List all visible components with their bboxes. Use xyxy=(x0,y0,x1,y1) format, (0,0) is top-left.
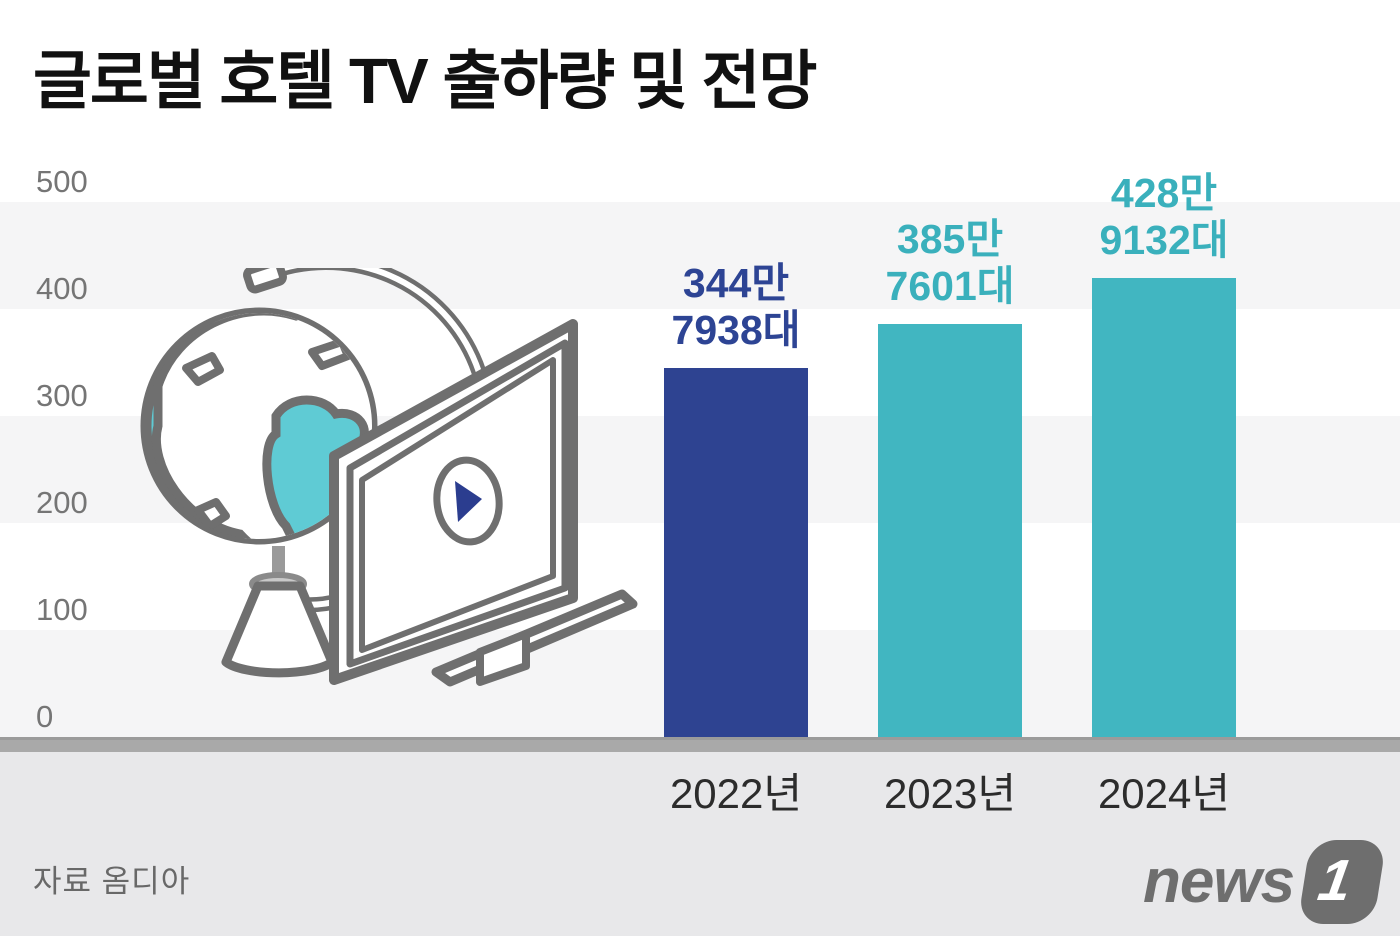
bar-value-label-2024: 428만 9132대 xyxy=(1099,170,1229,263)
y-tick-0: 0 xyxy=(36,699,54,734)
x-label-2024: 2024년 xyxy=(1097,770,1231,817)
y-tick-400: 400 xyxy=(36,271,88,306)
bar-2024: 428만 9132대 xyxy=(1092,137,1236,737)
bar-value-label-2023: 385만 7601대 xyxy=(885,216,1015,309)
news1-logo: news 1 xyxy=(1143,840,1387,924)
chart-title: 글로벌 호텔 TV 출하량 및 전망 xyxy=(33,45,817,117)
bar-rect-2024 xyxy=(1092,278,1236,737)
tv-icon xyxy=(329,319,638,687)
source-credit: 자료 옴디아 xyxy=(33,864,191,899)
bar-rect-2023 xyxy=(878,324,1022,737)
news1-logo-badge-icon: 1 xyxy=(1297,840,1387,924)
footer-strip xyxy=(0,752,1400,936)
bar-rect-2022 xyxy=(664,368,808,737)
y-tick-200: 200 xyxy=(36,485,88,520)
bar-value-label-2022: 344만 7938대 xyxy=(671,260,801,353)
y-tick-500: 500 xyxy=(36,164,88,199)
y-tick-100: 100 xyxy=(36,592,88,627)
bar-2023: 385만 7601대 xyxy=(878,137,1022,737)
x-label-2023: 2023년 xyxy=(883,770,1017,817)
globe-tv-illustration xyxy=(140,268,638,687)
y-tick-300: 300 xyxy=(36,378,88,413)
x-axis-baseline xyxy=(0,737,1400,752)
bar-2022: 344만 7938대 xyxy=(664,137,808,737)
x-label-2022: 2022년 xyxy=(669,770,803,817)
news1-logo-text: news xyxy=(1143,847,1295,916)
